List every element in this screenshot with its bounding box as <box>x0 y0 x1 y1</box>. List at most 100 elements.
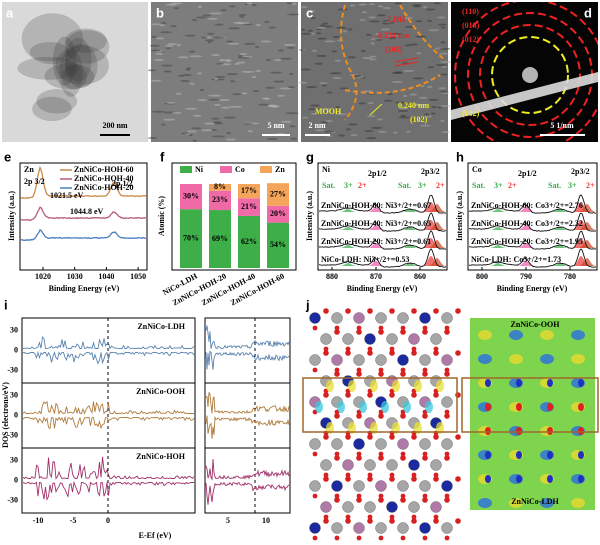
sheet <box>65 43 98 88</box>
texture <box>383 99 393 102</box>
curve-label: NiCo-LDH: Co3+/2+=1.73 <box>471 255 561 264</box>
texture <box>437 16 446 19</box>
texture <box>223 116 237 119</box>
ox: 2+ <box>508 181 517 190</box>
bar-segment <box>180 209 202 268</box>
texture <box>399 107 408 110</box>
oxygen <box>345 434 351 440</box>
x-axis-label: Binding Energy (eV) <box>497 284 568 293</box>
x-tick-label: 5 <box>226 516 230 525</box>
bar-label: 8% <box>214 182 226 191</box>
oxygen <box>345 514 351 520</box>
texture <box>358 102 366 105</box>
fit-peak <box>400 245 420 248</box>
atom <box>353 438 365 450</box>
bar-segment <box>180 184 202 210</box>
x-tick-label: 1050 <box>130 272 146 281</box>
texture <box>360 49 366 52</box>
texture <box>316 32 322 35</box>
atom <box>320 459 332 471</box>
oxygen <box>323 514 329 520</box>
texture <box>228 5 237 8</box>
oxygen <box>323 346 329 352</box>
texture <box>424 115 433 118</box>
texture <box>167 42 178 45</box>
dos-curve <box>205 350 290 370</box>
texture <box>159 24 165 27</box>
texture <box>216 62 224 65</box>
texture <box>241 70 255 73</box>
texture <box>308 108 318 111</box>
peak: 2p1/2 <box>518 169 537 178</box>
density-lobe <box>370 380 378 392</box>
x-tick-label: 860 <box>414 272 426 281</box>
fit-peak <box>488 227 508 230</box>
atom <box>408 333 420 345</box>
texture <box>359 19 366 22</box>
texture <box>225 138 237 141</box>
fit-peak <box>400 263 420 266</box>
texture <box>317 37 327 40</box>
texture <box>237 22 251 25</box>
texture <box>189 82 195 85</box>
oxygen <box>312 325 318 331</box>
texture <box>151 35 157 38</box>
atom <box>419 354 431 366</box>
spectrum <box>20 165 147 199</box>
atom <box>397 480 409 492</box>
texture <box>368 58 377 61</box>
oxygen <box>433 472 439 478</box>
oxygen <box>411 518 417 524</box>
texture <box>289 125 296 128</box>
density-lobe <box>315 401 323 413</box>
oxygen <box>389 476 395 482</box>
sheet <box>64 37 92 82</box>
atom <box>320 333 332 345</box>
texture <box>439 60 452 63</box>
texture <box>160 123 166 126</box>
texture <box>176 43 182 46</box>
fit-peak <box>366 261 386 266</box>
panel-label: g <box>306 149 314 164</box>
spacing: 0.240 nm <box>398 101 429 110</box>
texture <box>409 43 419 46</box>
bar-label: 54% <box>270 240 286 249</box>
density-core <box>516 403 522 411</box>
density-core <box>578 475 584 483</box>
texture <box>377 130 388 133</box>
image-c <box>301 2 448 142</box>
oxygen <box>356 451 362 457</box>
texture <box>254 46 260 49</box>
fringe <box>394 61 419 67</box>
oxygen <box>356 413 362 419</box>
texture <box>321 123 327 126</box>
texture <box>207 17 218 20</box>
atom <box>353 354 365 366</box>
sheet <box>32 96 72 122</box>
dos-curve <box>22 480 194 501</box>
x-tick-label: 1030 <box>67 272 83 281</box>
fit-peak <box>366 207 386 212</box>
oxygen <box>378 497 384 503</box>
texture <box>347 56 357 59</box>
texture <box>147 137 158 140</box>
dos-curve <box>205 392 290 414</box>
panel-label: d <box>584 5 592 20</box>
oxygen <box>367 514 373 520</box>
texture <box>163 70 172 73</box>
atom <box>408 501 420 513</box>
texture <box>246 2 253 5</box>
texture <box>367 102 375 105</box>
rings <box>451 2 598 142</box>
texture <box>440 119 445 122</box>
scale-label: 2 nm <box>308 121 325 130</box>
x-tick-label: 1020 <box>35 272 51 281</box>
oxygen <box>433 518 439 524</box>
texture <box>323 40 336 43</box>
panel-label: j <box>305 297 310 312</box>
oxygen <box>389 308 395 314</box>
spectrum <box>319 194 447 214</box>
curve-label: ZnNiCo-HOH-60: Ni3+/2+=0.67 <box>321 201 431 210</box>
dos-curve <box>205 458 290 481</box>
